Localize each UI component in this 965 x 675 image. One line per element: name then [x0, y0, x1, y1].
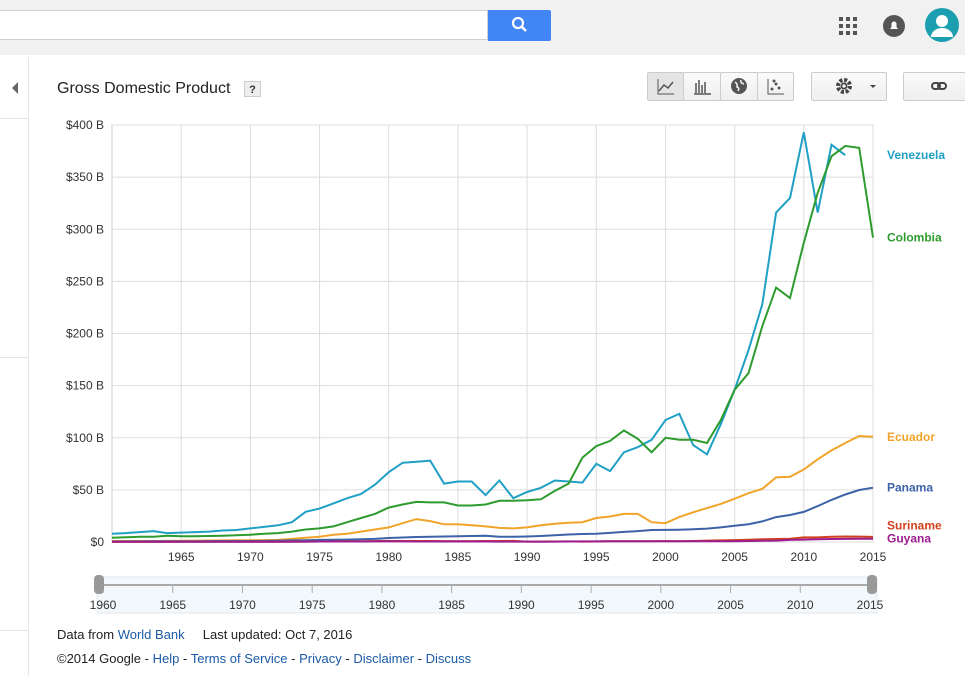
chart-title: Gross Domestic Product: [57, 80, 231, 97]
slider-tick-label: 1965: [159, 598, 186, 612]
copyright: ©2014 Google: [57, 651, 142, 666]
scatter-button[interactable]: [757, 72, 794, 101]
slider-handle[interactable]: [867, 575, 877, 594]
x-tick-label: 2005: [721, 550, 748, 564]
series-label: Venezuela: [887, 148, 945, 162]
x-tick-label: 1965: [168, 550, 195, 564]
y-tick-label: $250 B: [66, 274, 104, 288]
footer-link[interactable]: Help: [152, 651, 180, 666]
slider-tick-label: 1960: [90, 598, 117, 612]
series-line: [111, 144, 874, 539]
icon: [931, 82, 947, 90]
icon: [731, 78, 747, 94]
y-tick-label: $400 B: [66, 118, 104, 132]
footer: ©2014 Google - Help - Terms of Service -…: [57, 651, 471, 666]
icon: [836, 78, 876, 94]
series-label: Guyana: [887, 532, 931, 546]
line-chart-button[interactable]: [647, 72, 684, 101]
search-box[interactable]: [0, 10, 488, 40]
divider: [0, 357, 28, 358]
x-tick-label: 1970: [237, 550, 264, 564]
slider-tick-label: 2005: [717, 598, 744, 612]
x-tick-label: 1980: [375, 550, 402, 564]
search-button[interactable]: [488, 10, 551, 41]
x-tick-label: 1975: [306, 550, 333, 564]
y-tick-label: $300 B: [66, 222, 104, 236]
x-tick-label: 1995: [583, 550, 610, 564]
slider-track: [96, 576, 878, 614]
footer-link[interactable]: Privacy: [299, 651, 342, 666]
source-line: Data from World Bank Last updated: Oct 7…: [57, 627, 352, 642]
search-icon: [511, 16, 527, 32]
divider: [0, 118, 28, 119]
series-line: [111, 132, 846, 535]
source-prefix: Data from: [57, 627, 115, 642]
x-tick-label: 1990: [514, 550, 541, 564]
series-label: Panama: [887, 481, 933, 495]
slider-tick-label: 1990: [508, 598, 535, 612]
slider-tick-label: 2000: [647, 598, 674, 612]
bar-chart-button[interactable]: [683, 72, 721, 101]
notifications-icon[interactable]: [882, 14, 906, 38]
footer-link[interactable]: Terms of Service: [190, 651, 288, 666]
settings-button[interactable]: [811, 72, 887, 101]
icon: [767, 79, 784, 95]
slider-tick-label: 1970: [229, 598, 256, 612]
x-tick-label: 2000: [652, 550, 679, 564]
series-line: [112, 537, 874, 543]
footer-link[interactable]: Discuss: [425, 651, 472, 666]
slider-tick-label: 2015: [857, 598, 884, 612]
left-panel: [0, 57, 29, 675]
divider: [0, 630, 28, 631]
collapse-arrow[interactable]: [8, 80, 22, 96]
slider-tick-label: 1980: [369, 598, 396, 612]
separator: -: [291, 651, 296, 666]
series-label: Suriname: [887, 519, 942, 533]
icon: [657, 79, 674, 95]
footer-link[interactable]: Disclaimer: [353, 651, 415, 666]
slider-tick-label: 1975: [299, 598, 326, 612]
slider-tick-label: 2010: [787, 598, 814, 612]
y-tick-label: $350 B: [66, 170, 104, 184]
map-button[interactable]: [720, 72, 758, 101]
y-tick-label: $150 B: [66, 379, 104, 393]
slider-handle[interactable]: [94, 575, 104, 594]
apps-icon[interactable]: [836, 14, 860, 38]
series-label: Ecuador: [887, 430, 935, 444]
source-link[interactable]: World Bank: [117, 627, 185, 642]
separator: -: [144, 651, 149, 666]
x-tick-label: 2010: [790, 550, 817, 564]
x-tick-label: 1985: [445, 550, 472, 564]
separator: -: [183, 651, 188, 666]
y-tick-label: $0: [91, 535, 105, 549]
slider-tick-label: 1995: [578, 598, 605, 612]
separator: -: [345, 651, 350, 666]
link-button[interactable]: [903, 72, 965, 101]
help-badge[interactable]: ?: [244, 81, 261, 97]
y-tick-label: $100 B: [66, 431, 104, 445]
separator: -: [417, 651, 422, 666]
last-updated: Last updated: Oct 7, 2016: [202, 627, 353, 642]
icon: [694, 80, 711, 95]
x-tick-label: 2015: [860, 550, 887, 564]
chart: $0 $50 B $100 B $150 B $200 B $250 B $300 B $35…: [66, 118, 945, 614]
slider-tick-label: 1985: [438, 598, 465, 612]
series-label: Colombia: [887, 231, 942, 245]
y-tick-label: $50 B: [73, 483, 104, 497]
y-tick-label: $200 B: [66, 327, 104, 341]
avatar[interactable]: [924, 7, 960, 43]
